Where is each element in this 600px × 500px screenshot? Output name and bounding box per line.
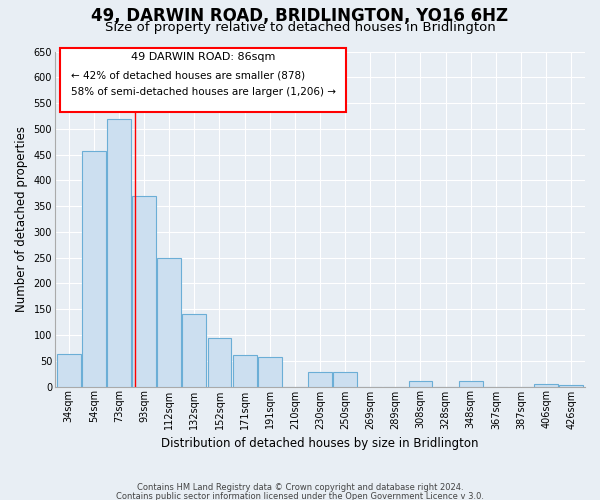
- Bar: [132, 196, 156, 386]
- X-axis label: Distribution of detached houses by size in Bridlington: Distribution of detached houses by size …: [161, 437, 479, 450]
- Bar: [57, 354, 81, 386]
- FancyBboxPatch shape: [60, 48, 346, 112]
- Text: 58% of semi-detached houses are larger (1,206) →: 58% of semi-detached houses are larger (…: [71, 88, 336, 98]
- Text: ← 42% of detached houses are smaller (878): ← 42% of detached houses are smaller (87…: [71, 70, 305, 81]
- Bar: [333, 372, 357, 386]
- Bar: [559, 385, 583, 386]
- Bar: [107, 119, 131, 386]
- Bar: [233, 354, 257, 386]
- Bar: [534, 384, 558, 386]
- Bar: [459, 382, 482, 386]
- Bar: [258, 356, 281, 386]
- Bar: [82, 151, 106, 386]
- Text: 49 DARWIN ROAD: 86sqm: 49 DARWIN ROAD: 86sqm: [131, 52, 275, 62]
- Bar: [409, 382, 433, 386]
- Text: Size of property relative to detached houses in Bridlington: Size of property relative to detached ho…: [104, 22, 496, 35]
- Text: 49, DARWIN ROAD, BRIDLINGTON, YO16 6HZ: 49, DARWIN ROAD, BRIDLINGTON, YO16 6HZ: [91, 8, 509, 26]
- Text: Contains public sector information licensed under the Open Government Licence v : Contains public sector information licen…: [116, 492, 484, 500]
- Y-axis label: Number of detached properties: Number of detached properties: [15, 126, 28, 312]
- Bar: [157, 258, 181, 386]
- Bar: [182, 314, 206, 386]
- Text: Contains HM Land Registry data © Crown copyright and database right 2024.: Contains HM Land Registry data © Crown c…: [137, 482, 463, 492]
- Bar: [308, 372, 332, 386]
- Bar: [208, 338, 232, 386]
